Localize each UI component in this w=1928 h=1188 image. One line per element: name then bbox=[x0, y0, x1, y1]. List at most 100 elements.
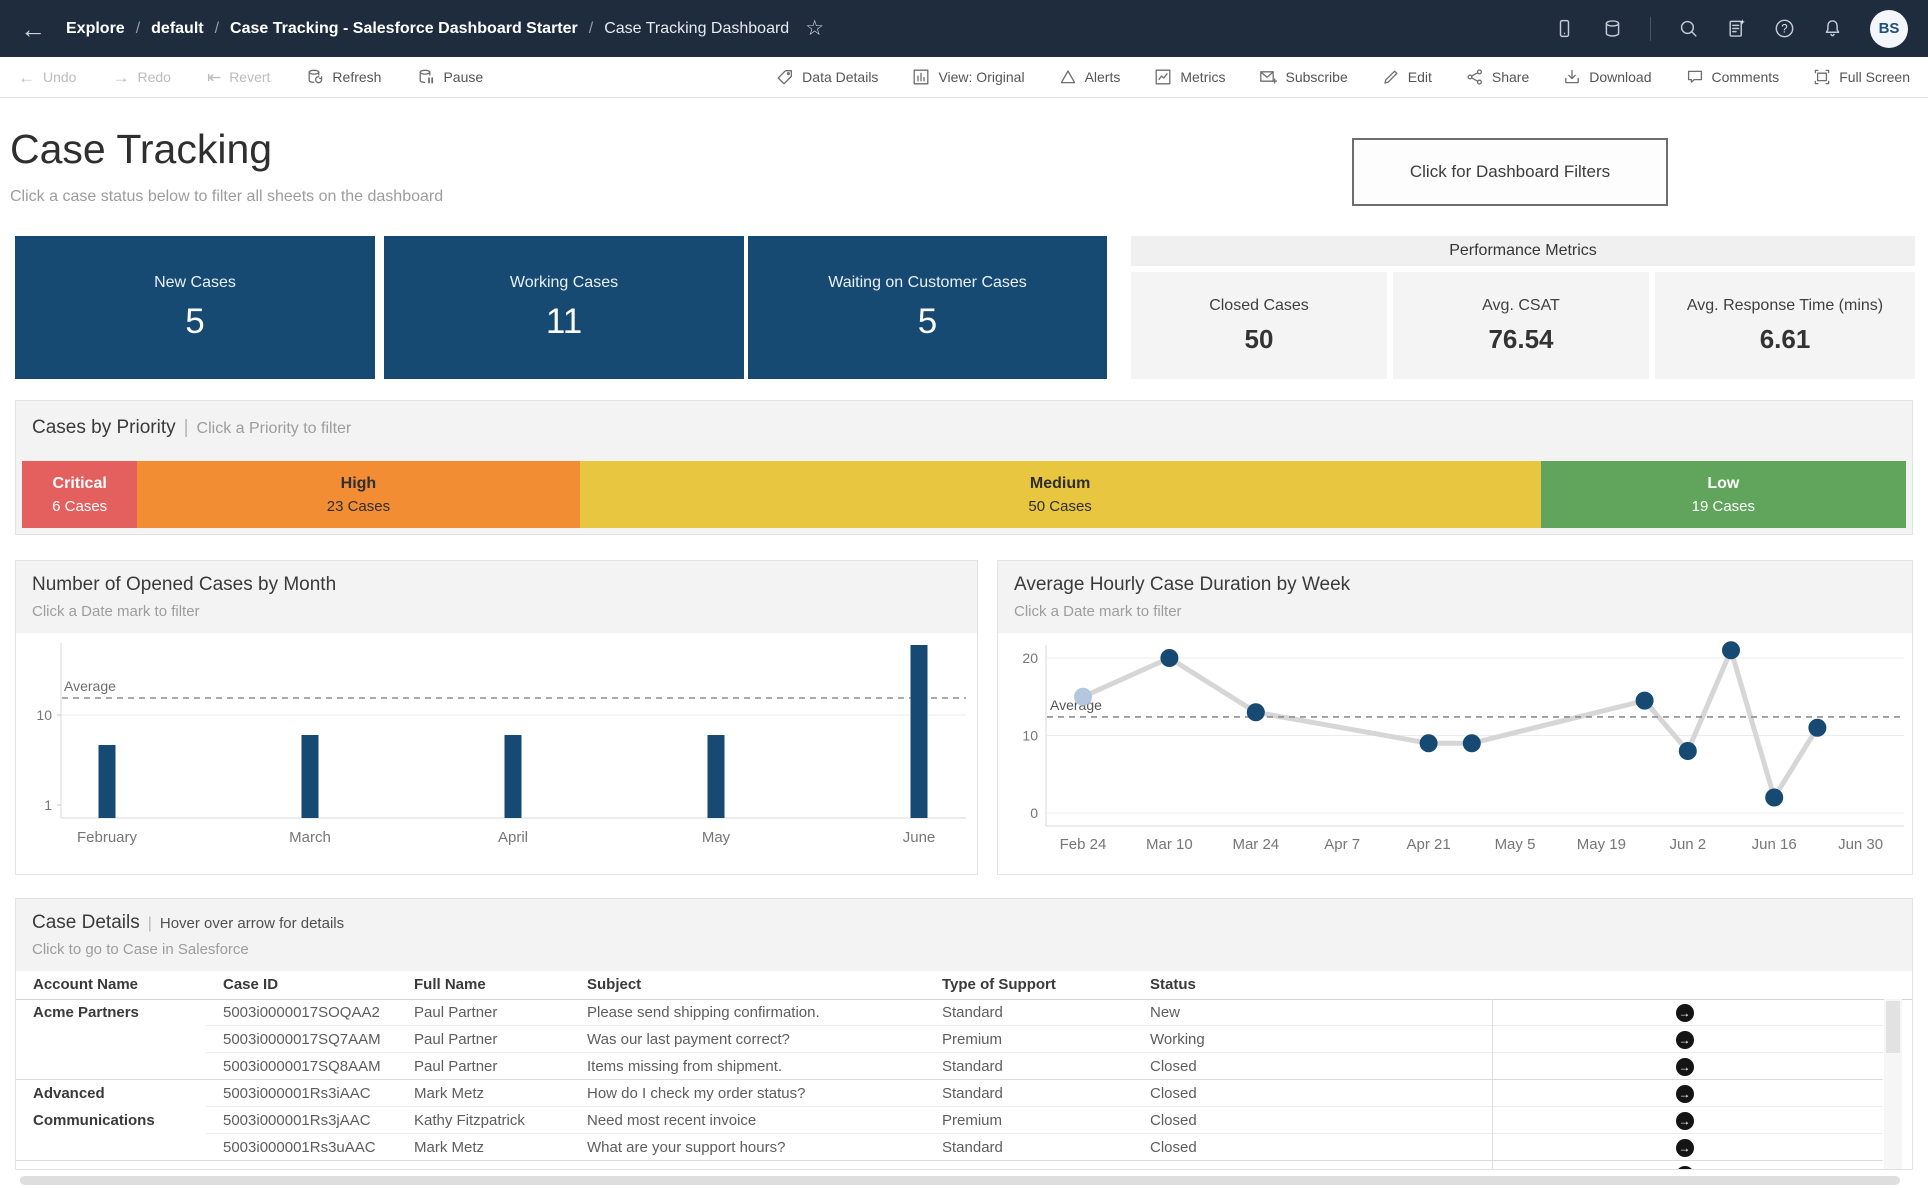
undo-button[interactable]: ← Undo bbox=[18, 67, 77, 87]
data-point-week-9[interactable] bbox=[1462, 734, 1481, 753]
arrow-cell: → bbox=[1492, 999, 1877, 1026]
priority-segment-critical[interactable]: Critical 6 Cases bbox=[22, 461, 138, 528]
table-cell: Please send shipping confirmation. bbox=[587, 1004, 820, 1021]
metrics-button[interactable]: Metrics bbox=[1154, 68, 1225, 86]
bar-june[interactable] bbox=[910, 645, 928, 818]
help-icon[interactable]: ? bbox=[1774, 18, 1795, 39]
data-point-week-8[interactable] bbox=[1419, 734, 1438, 753]
pause-button[interactable]: Pause bbox=[417, 68, 483, 86]
priority-segment-low[interactable]: Low 19 Cases bbox=[1540, 461, 1906, 528]
table-row[interactable]: 5003i000001Rs3uAAC Mark Metz What are your… bbox=[16, 1134, 1883, 1161]
bar-may[interactable] bbox=[707, 735, 725, 818]
full-screen-button[interactable]: Full Screen bbox=[1813, 68, 1910, 86]
breadcrumb-workbook[interactable]: Case Tracking - Salesforce Dashboard Sta… bbox=[230, 19, 578, 37]
breadcrumb-explore[interactable]: Explore bbox=[66, 19, 125, 37]
data-point-week-16[interactable] bbox=[1765, 788, 1784, 807]
segment-label: High bbox=[340, 474, 377, 492]
table-row[interactable]: 5003i0000017SOQAA2 Paul Partner Please sen… bbox=[16, 999, 1883, 1026]
table-row[interactable]: 5003i000001Rs3jAAC Kathy Fitzpatrick Need … bbox=[16, 1107, 1883, 1134]
table-vertical-scrollbar[interactable] bbox=[1884, 999, 1902, 1169]
priority-hint: Click a Priority to filter bbox=[196, 420, 352, 437]
data-point-week-4[interactable] bbox=[1246, 703, 1265, 722]
redo-button[interactable]: → Redo bbox=[112, 67, 171, 87]
priority-segment-medium[interactable]: Medium 50 Cases bbox=[579, 461, 1541, 528]
kpi-working-cases[interactable]: Working Cases 11 bbox=[384, 236, 744, 379]
title-separator: | bbox=[147, 915, 152, 932]
download-button[interactable]: Download bbox=[1563, 68, 1652, 86]
svg-text:Jun 30: Jun 30 bbox=[1838, 836, 1883, 853]
back-arrow-icon[interactable]: ← bbox=[20, 13, 46, 44]
comments-button[interactable]: Comments bbox=[1686, 68, 1779, 86]
revert-button[interactable]: ⇤ Revert bbox=[206, 67, 271, 87]
data-source-icon[interactable] bbox=[1602, 18, 1623, 39]
pencil-icon bbox=[1384, 70, 1398, 84]
priority-segment-high[interactable]: High 23 Cases bbox=[137, 461, 580, 528]
metric-avg-csat: Avg. CSAT 76.54 bbox=[1393, 272, 1649, 379]
column-header-full-name: Full Name bbox=[414, 976, 486, 993]
data-point-week-15[interactable] bbox=[1722, 641, 1740, 660]
toolbar-left-group: ← Undo → Redo ⇤ Revert Refresh Pause bbox=[18, 68, 483, 86]
open-in-salesforce-arrow[interactable]: → bbox=[1675, 1165, 1694, 1169]
table-cell: Mark Metz bbox=[414, 1085, 485, 1102]
metric-label: Avg. Response Time (mins) bbox=[1686, 296, 1884, 314]
table-row[interactable]: 5003i0000017SQ7AAM Paul Partner Was our la… bbox=[16, 1026, 1883, 1053]
table-row[interactable]: 5003i0000017SQ8AAM Paul Partner Items miss… bbox=[16, 1053, 1883, 1080]
edit-button[interactable]: Edit bbox=[1382, 68, 1432, 86]
data-point-week-14[interactable] bbox=[1678, 742, 1697, 760]
svg-text:Apr 7: Apr 7 bbox=[1324, 836, 1360, 853]
svg-text:May 5: May 5 bbox=[1495, 836, 1536, 853]
kpi-new-cases[interactable]: New Cases 5 bbox=[15, 236, 375, 379]
data-point-week-17[interactable] bbox=[1808, 718, 1827, 737]
bar-february[interactable] bbox=[98, 745, 116, 818]
open-in-salesforce-arrow[interactable]: → bbox=[1675, 1084, 1694, 1103]
release-notes-icon[interactable] bbox=[1726, 18, 1747, 39]
favorite-star-icon[interactable]: ☆ bbox=[805, 17, 825, 40]
table-cell: Paul Partner bbox=[414, 1058, 498, 1075]
scrollbar-thumb[interactable] bbox=[1886, 1001, 1900, 1053]
data-point-week-13[interactable] bbox=[1635, 691, 1654, 710]
page-subtitle: Click a case status below to filter all … bbox=[10, 188, 444, 205]
data-point-week-0[interactable] bbox=[1074, 687, 1092, 706]
table-cell: Closed bbox=[1150, 1085, 1197, 1102]
svg-text:April: April bbox=[498, 829, 528, 846]
tag-icon bbox=[777, 70, 793, 85]
kpi-waiting-cases[interactable]: Waiting on Customer Cases 5 bbox=[748, 236, 1107, 379]
share-button[interactable]: Share bbox=[1466, 68, 1529, 86]
open-in-salesforce-arrow[interactable]: → bbox=[1675, 1003, 1694, 1022]
breadcrumb-view[interactable]: Case Tracking Dashboard bbox=[604, 19, 790, 37]
metric-value: 50 bbox=[1244, 323, 1274, 354]
view-original-button[interactable]: View: Original bbox=[912, 68, 1025, 86]
open-in-salesforce-arrow[interactable]: → bbox=[1675, 1057, 1694, 1076]
bar-april[interactable] bbox=[504, 735, 522, 818]
subscribe-button[interactable]: Subscribe bbox=[1259, 68, 1348, 86]
page-horizontal-scrollbar[interactable] bbox=[20, 1176, 1900, 1185]
open-in-salesforce-arrow[interactable]: → bbox=[1675, 1138, 1694, 1157]
svg-text:March: March bbox=[289, 829, 331, 846]
table-cell: Standard bbox=[942, 1139, 1003, 1156]
data-details-button[interactable]: Data Details bbox=[776, 68, 878, 86]
segment-label: Low bbox=[1707, 474, 1740, 492]
svg-text:Mar 10: Mar 10 bbox=[1146, 836, 1193, 853]
alerts-button[interactable]: Alerts bbox=[1059, 68, 1120, 86]
device-layout-icon[interactable] bbox=[1554, 18, 1575, 39]
table-cell: 5003i000001Rs3jAAC bbox=[223, 1112, 371, 1129]
breadcrumb: Explore / default / Case Tracking - Sale… bbox=[66, 20, 789, 38]
bar-march[interactable] bbox=[301, 735, 319, 818]
user-avatar[interactable]: BS bbox=[1870, 9, 1908, 48]
breadcrumb-project[interactable]: default bbox=[151, 19, 204, 37]
svg-text:February: February bbox=[77, 829, 138, 846]
download-icon bbox=[1565, 69, 1580, 84]
svg-text:May 19: May 19 bbox=[1577, 836, 1626, 853]
table-row-partial[interactable]: → bbox=[16, 1161, 1883, 1169]
table-row[interactable]: 5003i000001Rs3iAAC Mark Metz How do I chec… bbox=[16, 1080, 1883, 1107]
svg-text:May: May bbox=[702, 829, 731, 846]
chart-subtitle: Click a Date mark to filter bbox=[32, 603, 200, 620]
search-icon[interactable] bbox=[1678, 18, 1699, 39]
refresh-button[interactable]: Refresh bbox=[306, 68, 381, 86]
bar-chart: 1 10 Average February March April May June bbox=[16, 635, 977, 874]
dashboard-filters-button[interactable]: Click for Dashboard Filters bbox=[1352, 138, 1668, 206]
open-in-salesforce-arrow[interactable]: → bbox=[1675, 1111, 1694, 1130]
notifications-bell-icon[interactable] bbox=[1822, 18, 1843, 39]
open-in-salesforce-arrow[interactable]: → bbox=[1675, 1030, 1694, 1049]
data-point-week-2[interactable] bbox=[1160, 649, 1179, 667]
